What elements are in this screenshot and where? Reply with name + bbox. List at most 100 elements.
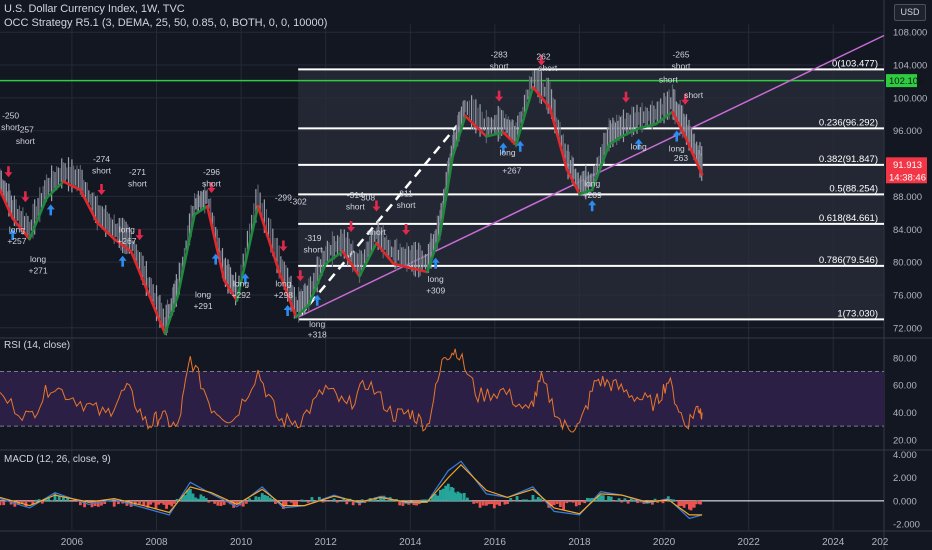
strategy-trend-segment [565,168,581,196]
macd-histogram-bar [235,500,239,504]
short-arrow-icon [402,224,411,236]
macd-histogram-bar [661,500,665,504]
macd-signal-line [0,463,703,516]
strategy-trend-segment [607,135,624,146]
macd-histogram-bar [568,500,572,503]
macd-histogram-bar [66,496,70,501]
horizontal-level-badge: 102.105 [886,74,923,88]
macd-histogram-bar [244,500,248,504]
strategy-trend-segment [62,180,82,192]
macd-histogram-bar [292,500,296,507]
short-arrow-icon [135,229,144,241]
macd-histogram-bar [458,492,461,501]
macd-histogram-bar [213,500,217,504]
trade-label: +267 [117,236,136,246]
strategy-trend-segment [590,143,611,192]
price-series [0,68,704,336]
macd-histogram-bar [692,500,696,508]
macd-histogram-bar [515,496,519,501]
trade-label: 311 [399,188,413,198]
macd-histogram-bar [512,500,516,502]
macd-histogram-bar [492,500,496,509]
trade-label: +292 [232,290,251,300]
short-arrow-icon [97,184,106,196]
trade-label: long [30,254,46,264]
macd-histogram-bar [685,500,689,505]
macd-histogram-bar [263,494,267,501]
strategy-trend-segment [96,221,116,241]
macd-histogram-bar [656,500,660,503]
macd-histogram-bar [694,500,698,505]
trade-label: short [128,179,148,189]
macd-histogram-bar [588,498,592,501]
macd-histogram-bar [481,500,485,506]
macd-histogram-bar [528,500,532,501]
trade-label: long [309,319,325,329]
price-axis-tick: 108.000 [893,28,927,39]
macd-histogram-bar [490,500,494,505]
macd-histogram-bar [385,500,389,501]
macd-histogram-bar [260,493,264,501]
trade-label: short [684,90,704,100]
trade-label: long [584,179,600,189]
macd-histogram-bar [475,500,479,504]
macd-histogram-bar [695,500,699,501]
strategy-trend-segment [146,291,167,335]
strategy-trend-segment [112,237,133,253]
trade-label: short [367,227,387,237]
strategy-trend-segment [620,127,641,138]
time-axis-tick: 2006 [61,537,84,548]
trade-label: +271 [28,266,47,276]
short-arrow-icon [207,181,216,193]
macd-histogram-bar [441,488,445,501]
macd-histogram-bar [289,500,293,503]
trade-label: long [428,274,444,284]
macd-histogram-bar [436,495,440,501]
strategy-trend-segment [294,303,311,319]
long-arrow-icon [118,255,127,267]
long-arrow-icon [431,257,440,269]
horizontal-level-value: 102.105 [889,76,923,87]
macd-histogram-bar [420,499,424,501]
macd-histogram-bar [138,500,141,504]
strategy-legend[interactable]: OCC Strategy R5.1 (3, DEMA, 25, 50, 0.85… [4,17,328,29]
macd-histogram-bar [609,496,613,501]
macd-histogram-bar [522,499,525,501]
macd-histogram-bar [534,499,537,501]
macd-histogram-bar [47,497,51,501]
macd-histogram-bar [157,500,161,505]
price-axis-tick: 76.000 [893,290,922,301]
axes: 72.00076.00080.00084.00088.00092.00096.0… [61,28,928,548]
macd-histogram-bar [146,500,150,508]
macd-histogram-bar [297,500,301,502]
currency-button[interactable]: USD [894,4,926,21]
macd-histogram-bar [142,500,146,506]
macd-histogram-bar [40,500,44,504]
macd-axis-tick: 4.000 [893,450,917,461]
macd-histogram-bar [83,500,86,508]
long-arrow-icon [672,130,681,142]
macd-histogram-bar [306,500,310,503]
dashed-projection-line[interactable] [299,125,458,317]
macd-histogram-bar [321,500,325,503]
price-axis-tick: 88.000 [893,192,922,203]
macd-histogram-bar [34,499,38,501]
macd-histogram-bar [310,497,314,501]
strategy-trend-segment [671,110,687,138]
rsi-axis-tick: 60.00 [893,381,917,392]
short-arrow-icon [347,220,356,232]
macd-histogram-bar [254,496,258,501]
macd-histogram-bar [222,500,226,505]
trade-label: long [195,289,211,299]
macd-histogram-bar [456,491,460,501]
trade-label: short [490,61,510,71]
macd-histogram-bar [620,500,624,503]
short-arrow-icon [4,166,13,178]
long-arrow-icon [499,142,508,154]
strategy-trend-segment [485,131,505,138]
macd-histogram-bar [633,500,636,501]
macd-histogram-bar [194,497,198,501]
macd-histogram-bar [565,500,569,504]
